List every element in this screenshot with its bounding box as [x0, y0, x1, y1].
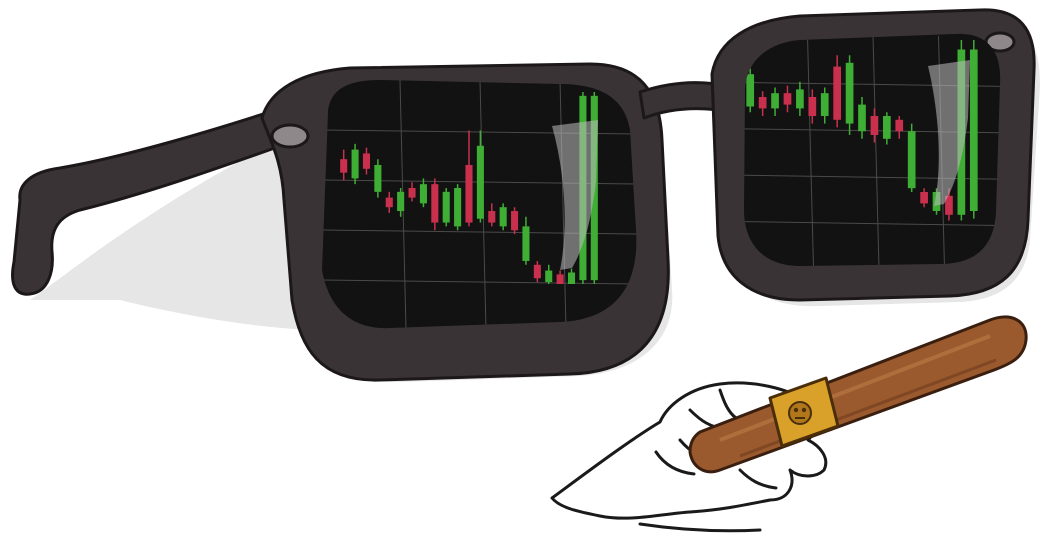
candle-body	[351, 149, 359, 179]
candle-body	[882, 116, 891, 139]
left-lens-glare	[552, 120, 598, 270]
candle-body	[465, 164, 473, 223]
candle-body	[783, 93, 792, 105]
grid-line	[322, 229, 637, 235]
candle-body	[511, 211, 519, 231]
candle-body	[771, 93, 779, 109]
left-lens	[322, 80, 637, 329]
candle-body	[397, 191, 405, 212]
candle-body	[833, 66, 842, 120]
grid-line	[744, 221, 1001, 227]
candle-body	[374, 164, 382, 192]
candle-body	[858, 104, 866, 132]
candle-body	[545, 270, 553, 283]
grid-line	[807, 35, 814, 267]
candle-body	[533, 264, 541, 279]
candle-body	[454, 188, 462, 227]
candle-body	[758, 97, 767, 109]
right-lens	[744, 33, 1001, 267]
grid-line	[322, 279, 637, 285]
candle-body	[488, 211, 496, 223]
temple-arm	[11, 100, 322, 296]
candle-body	[556, 274, 564, 284]
candle-body	[442, 191, 450, 223]
candle-body	[499, 207, 507, 227]
candle-body	[820, 93, 829, 116]
candle-body	[431, 184, 439, 223]
candle-body	[567, 272, 576, 284]
candle-body	[419, 184, 427, 204]
candle-body	[969, 49, 978, 211]
candle-body	[476, 145, 484, 219]
candle-body	[746, 74, 755, 107]
candle-body	[945, 195, 953, 215]
candle-body	[796, 89, 804, 109]
candle-body	[920, 192, 928, 204]
candle-body	[385, 197, 393, 208]
candle-body	[522, 226, 530, 261]
candle-body	[907, 131, 916, 189]
candle-body	[845, 62, 854, 124]
candle-body	[408, 188, 416, 198]
candle-body	[870, 116, 879, 135]
cigar	[688, 315, 1028, 474]
right-lens-glare	[928, 60, 970, 206]
candle-body	[808, 97, 817, 116]
grid-line	[559, 80, 567, 329]
candle-body	[362, 153, 371, 169]
grid-line	[872, 35, 880, 267]
candle-body	[895, 119, 904, 132]
left-rivet	[270, 123, 310, 149]
band-skull-icon	[788, 401, 812, 425]
candle-body	[340, 159, 348, 173]
